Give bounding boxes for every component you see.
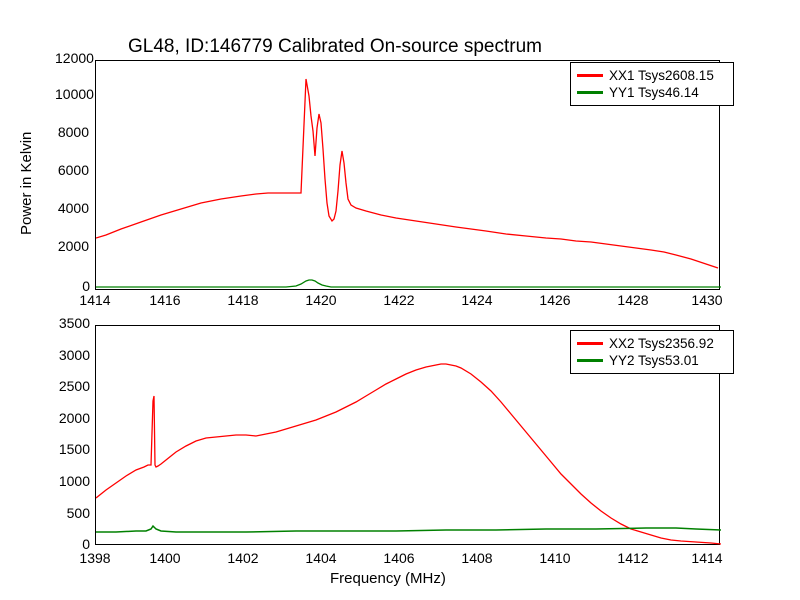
top-legend-row-1[interactable]: YY1 Tsys46.14 [577, 84, 725, 101]
top-ytick-4000[interactable]: 4000 [55, 200, 89, 216]
bottom-ytick-3500[interactable]: 3500 [50, 315, 90, 331]
bottom-ytick-1000[interactable]: 1000 [50, 473, 90, 489]
bottom-ytick-1500[interactable]: 1500 [50, 441, 90, 457]
chart-title: GL48, ID:146779 Calibrated On-source spe… [128, 36, 542, 58]
top-legend-label-xx1: XX1 Tsys2608.15 [609, 67, 714, 84]
bottom-xtick-1408[interactable]: 1408 [460, 550, 494, 566]
top-xtick-1422[interactable]: 1422 [382, 292, 416, 308]
top-xtick-1428[interactable]: 1428 [616, 292, 650, 308]
bottom-legend-label-xx2: XX2 Tsys2356.92 [609, 335, 714, 352]
bottom-xtick-1400[interactable]: 1400 [148, 550, 182, 566]
top-yy1-line[interactable] [96, 280, 721, 287]
bottom-xtick-1402[interactable]: 1402 [226, 550, 260, 566]
bottom-xtick-1412[interactable]: 1412 [616, 550, 650, 566]
bottom-xx2-line[interactable] [96, 364, 721, 544]
top-legend-label-yy1: YY1 Tsys46.14 [609, 84, 699, 101]
top-xtick-1424[interactable]: 1424 [460, 292, 494, 308]
bottom-ytick-2500[interactable]: 2500 [50, 378, 90, 394]
bottom-legend-swatch-xx2 [577, 342, 603, 344]
top-ytick-2000[interactable]: 2000 [55, 238, 89, 254]
bottom-xtick-1404[interactable]: 1404 [304, 550, 338, 566]
bottom-xtick-1414[interactable]: 1414 [690, 550, 724, 566]
bottom-legend-label-yy2: YY2 Tsys53.01 [609, 352, 699, 369]
top-ytick-10000[interactable]: 10000 [55, 86, 89, 102]
top-xtick-1420[interactable]: 1420 [304, 292, 338, 308]
top-xtick-1426[interactable]: 1426 [538, 292, 572, 308]
bottom-ytick-500[interactable]: 500 [58, 505, 90, 521]
top-legend-row-0[interactable]: XX1 Tsys2608.15 [577, 67, 725, 84]
bottom-ytick-2000[interactable]: 2000 [50, 410, 90, 426]
top-xtick-1414[interactable]: 1414 [78, 292, 112, 308]
top-ytick-8000[interactable]: 8000 [55, 124, 89, 140]
bottom-xtick-1410[interactable]: 1410 [538, 550, 572, 566]
bottom-xlabel: Frequency (MHz) [330, 570, 446, 587]
top-ytick-12000[interactable]: 12000 [55, 50, 89, 66]
top-xtick-1416[interactable]: 1416 [148, 292, 182, 308]
top-ylabel: Power in Kelvin [18, 132, 35, 235]
top-xx1-line[interactable] [96, 79, 718, 268]
bottom-xtick-1398[interactable]: 1398 [78, 550, 112, 566]
top-legend[interactable]: XX1 Tsys2608.15 YY1 Tsys46.14 [570, 62, 734, 106]
bottom-legend-swatch-yy2 [577, 359, 603, 361]
top-legend-swatch-xx1 [577, 74, 603, 76]
spectrum-chart-page: GL48, ID:146779 Calibrated On-source spe… [0, 0, 800, 600]
bottom-legend-row-0[interactable]: XX2 Tsys2356.92 [577, 335, 725, 352]
top-xtick-1430[interactable]: 1430 [690, 292, 724, 308]
top-xtick-1418[interactable]: 1418 [226, 292, 260, 308]
bottom-xtick-1406[interactable]: 1406 [382, 550, 416, 566]
bottom-legend[interactable]: XX2 Tsys2356.92 YY2 Tsys53.01 [570, 330, 734, 374]
bottom-legend-row-1[interactable]: YY2 Tsys53.01 [577, 352, 725, 369]
bottom-ytick-3000[interactable]: 3000 [50, 347, 90, 363]
top-legend-swatch-yy1 [577, 91, 603, 93]
top-ytick-6000[interactable]: 6000 [55, 162, 89, 178]
